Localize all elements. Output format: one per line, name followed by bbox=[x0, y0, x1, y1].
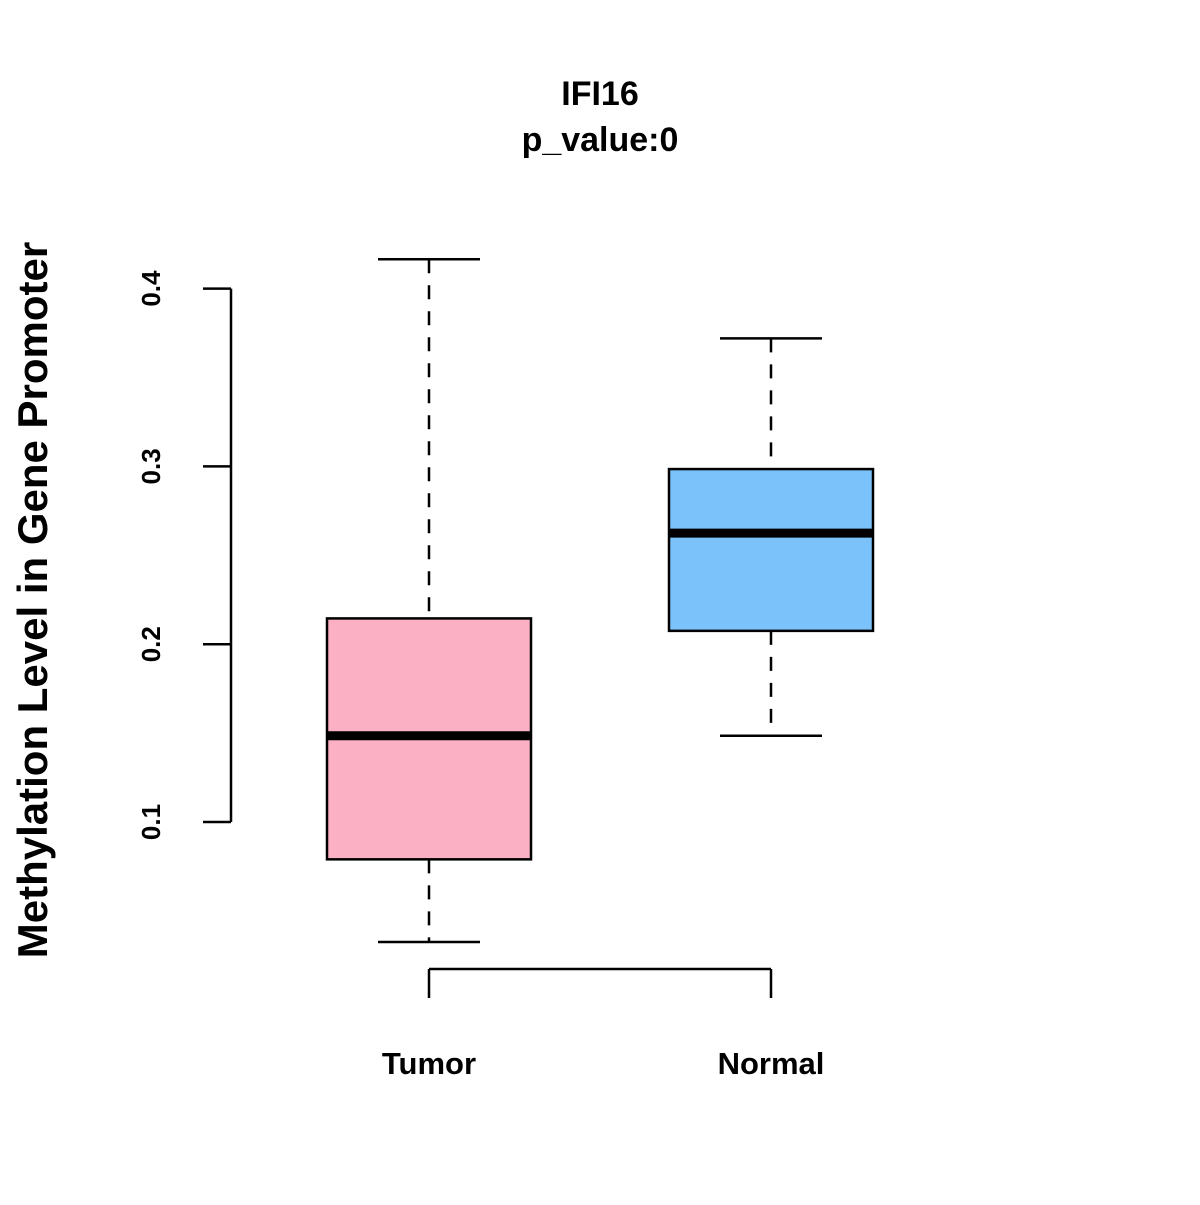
y-axis-label: Methylation Level in Gene Promoter bbox=[9, 242, 56, 958]
y-tick-label-0: 0.1 bbox=[136, 804, 166, 840]
x-tick-label-normal: Normal bbox=[718, 1046, 825, 1081]
chart-title: IFI16 bbox=[561, 75, 638, 113]
y-tick-label-2: 0.3 bbox=[136, 448, 166, 484]
y-tick-label-3: 0.4 bbox=[136, 270, 166, 307]
normal-box bbox=[667, 467, 875, 633]
y-tick-label-1: 0.2 bbox=[136, 626, 166, 662]
chart-subtitle: p_value:0 bbox=[522, 121, 679, 159]
x-tick-label-tumor: Tumor bbox=[382, 1046, 476, 1081]
plot-area: 0.1 0.2 0.3 0.4 Tumor Normal bbox=[136, 258, 875, 1081]
